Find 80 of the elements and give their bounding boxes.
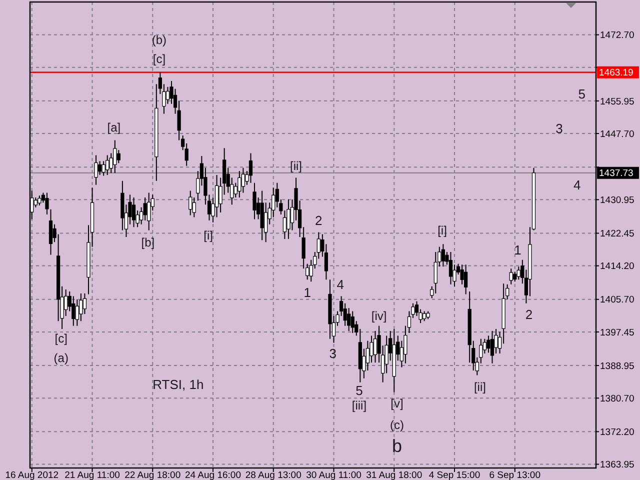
candlestick [113, 140, 117, 174]
candlestick [98, 160, 102, 176]
candlestick [238, 170, 242, 198]
candlestick [79, 292, 83, 322]
annotation: 5 [356, 382, 363, 398]
annotation: 2 [315, 212, 322, 228]
candlestick [286, 198, 290, 240]
candlestick [106, 154, 110, 176]
annotation: 4 [574, 177, 581, 192]
y-tick-label: 1447.70 [600, 128, 634, 140]
annotation: [c] [54, 331, 68, 346]
candlestick [490, 330, 494, 364]
y-tick-label: 1422.45 [600, 228, 634, 240]
candlestick [373, 330, 378, 364]
annotation: b [392, 436, 402, 456]
annotation: 4 [336, 276, 344, 292]
x-tick-label: 31 Aug 18:00 [366, 470, 422, 480]
annotation: [v] [390, 396, 404, 410]
annotation: [c] [152, 52, 166, 66]
y-tick-label: 1414.20 [600, 261, 634, 272]
candlestick [252, 182, 256, 220]
annotation: 5 [578, 86, 586, 102]
candlestick [441, 244, 445, 268]
x-tick-label: 21 Aug 11:00 [64, 470, 120, 480]
candlestick [132, 196, 136, 228]
annotation: [i] [204, 228, 213, 243]
annotation: 3 [556, 120, 563, 136]
candlestick [147, 192, 151, 231]
y-tick-label: 1430.95 [600, 194, 634, 206]
candlestick [434, 251, 438, 294]
text: RTSI, 1h [152, 377, 204, 392]
y-tick-label: 1372.20 [600, 426, 634, 438]
x-tick-label: 28 Aug 13:00 [245, 470, 302, 480]
candlestick [422, 310, 426, 322]
y-tick-label: 1455.95 [600, 96, 634, 108]
candlestick [38, 195, 42, 206]
x-tick-label: 30 Aug 11:00 [306, 470, 362, 480]
x-tick-label: 24 Aug 16:00 [185, 470, 242, 480]
candlestick [509, 268, 513, 285]
candlestick [143, 196, 147, 221]
x-tick-label: 6 Sep 13:00 [489, 470, 540, 480]
annotation: 2 [525, 306, 533, 322]
annotation: 1 [304, 285, 311, 300]
candlestick [72, 296, 76, 326]
ref-line-label: 1463.19 [599, 68, 634, 79]
annotation: 1 [514, 242, 522, 258]
candlestick [464, 264, 468, 295]
candlestick [45, 192, 49, 215]
annotation: (b) [152, 33, 167, 48]
candlestick [248, 152, 253, 184]
annotation: (a) [54, 351, 68, 366]
y-tick-label: 1472.70 [600, 30, 634, 42]
candlestick [188, 190, 192, 216]
y-tick-label: 1363.95 [600, 460, 634, 471]
annotation: [i] [438, 223, 447, 238]
candlestick [241, 167, 245, 194]
y-tick-label: 1397.45 [600, 327, 634, 338]
candlestick [350, 310, 354, 334]
annotation: [iii] [352, 398, 367, 412]
annotation: [ii] [290, 159, 302, 174]
annotation: [a] [107, 120, 121, 134]
candlestick [516, 266, 520, 280]
annotation: [ii] [474, 380, 486, 394]
x-tick-label: 22 Aug 18:00 [124, 470, 181, 480]
annotation: [b] [141, 235, 155, 250]
y-tick-label: 1405.70 [600, 294, 634, 306]
candlestick [116, 150, 120, 164]
y-tick-label: 1388.95 [600, 360, 634, 372]
candlestick [94, 154, 98, 186]
candlestick [347, 308, 351, 332]
x-tick-label: 4 Sep 15:00 [428, 470, 480, 480]
annotation: [iv] [371, 309, 387, 324]
annotation: (c) [390, 418, 404, 432]
candlestick [48, 208, 53, 256]
annotation: 3 [329, 346, 336, 362]
candlestick [486, 335, 490, 354]
candlestick [448, 251, 453, 285]
x-tick-label: 16 Aug 2012 [5, 470, 59, 480]
y-tick-label: 1380.70 [600, 393, 634, 404]
ref-line-label: 1437.73 [599, 168, 634, 180]
